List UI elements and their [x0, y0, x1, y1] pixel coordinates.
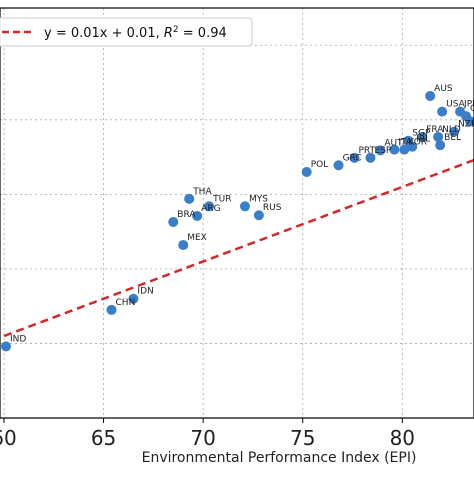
point-label-bel: BEL	[444, 133, 461, 143]
points-layer	[0, 90, 474, 352]
point-label-aus: AUS	[434, 84, 453, 94]
data-point-fra	[417, 131, 428, 142]
data-point-chn	[106, 304, 117, 315]
data-point-prt	[349, 152, 360, 163]
data-point-nld	[433, 131, 444, 142]
legend: y = 0.01x + 0.01, R2 = 0.94	[0, 17, 253, 47]
data-point-kor	[399, 144, 410, 155]
point-label-jpn: JPN	[463, 100, 474, 110]
x-axis: 60 65 70 75 80	[0, 418, 415, 450]
legend-entry-fit-line: y = 0.01x + 0.01, R2 = 0.94	[44, 25, 227, 41]
data-point-tha	[184, 193, 195, 204]
point-label-nld: NLD	[442, 125, 461, 135]
data-point-bra	[168, 216, 179, 227]
plot-background	[0, 8, 474, 418]
data-point-rus	[253, 210, 264, 221]
point-label-tha: THA	[192, 187, 212, 197]
x-tick-label: 80	[390, 426, 415, 450]
point-label-rus: RUS	[263, 203, 282, 213]
data-point-ita	[389, 144, 400, 155]
fit-line-layer	[3, 158, 474, 338]
data-point-tur	[204, 201, 215, 212]
data-point-idn	[128, 293, 139, 304]
x-tick-label: 75	[290, 426, 315, 450]
data-point-pol	[301, 167, 312, 177]
point-label-fra: FRA	[426, 125, 444, 135]
data-point-mex	[178, 240, 189, 251]
point-label-pol: POL	[311, 160, 329, 170]
grid	[0, 8, 474, 418]
data-point-grc	[333, 160, 344, 171]
point-label-aut: AUT	[384, 138, 403, 148]
point-label-mex: MEX	[187, 233, 207, 243]
data-point-esp	[365, 152, 376, 163]
point-label-esp: ESP	[374, 146, 391, 156]
point-label-can: CAN	[470, 104, 474, 114]
point-label-arg: ARG	[201, 204, 220, 214]
point-label-usa: USA	[446, 100, 465, 110]
point-label-ind: IND	[10, 334, 26, 344]
point-label-tur: TUR	[212, 194, 231, 204]
data-point-ind	[0, 341, 11, 352]
point-label-irl: IRL	[416, 135, 430, 145]
point-label-grc: GRC	[343, 153, 362, 163]
point-label-bra: BRA	[177, 210, 196, 220]
x-tick-label: 60	[0, 426, 17, 450]
data-point-usa	[437, 106, 448, 117]
point-label-kor: KOR	[408, 138, 427, 148]
point-label-idn: IDN	[137, 287, 153, 297]
x-tick-label: 70	[190, 426, 215, 450]
data-point-mys	[239, 201, 250, 212]
plot-frame	[0, 7, 474, 419]
data-point-aut	[375, 145, 386, 156]
data-point-arg	[192, 210, 203, 221]
point-label-chn: CHN	[116, 298, 136, 308]
point-label-ita: ITA	[398, 138, 412, 148]
data-point-sgp	[403, 135, 414, 146]
regression-fit-line	[3, 158, 474, 338]
point-label-nzl: NZL	[458, 120, 474, 130]
point-label-mys: MYS	[249, 194, 268, 204]
point-label-sgp: SGP	[412, 129, 431, 139]
data-point-aus	[425, 90, 436, 101]
data-point-gbr	[465, 116, 474, 127]
x-axis-label: Environmental Performance Index (EPI)	[142, 450, 417, 466]
legend-box	[0, 17, 253, 47]
data-point-bel	[435, 140, 446, 151]
x-tick-label: 65	[91, 426, 116, 450]
data-point-nzl	[449, 126, 460, 137]
point-label-prt: PRT	[359, 146, 376, 156]
